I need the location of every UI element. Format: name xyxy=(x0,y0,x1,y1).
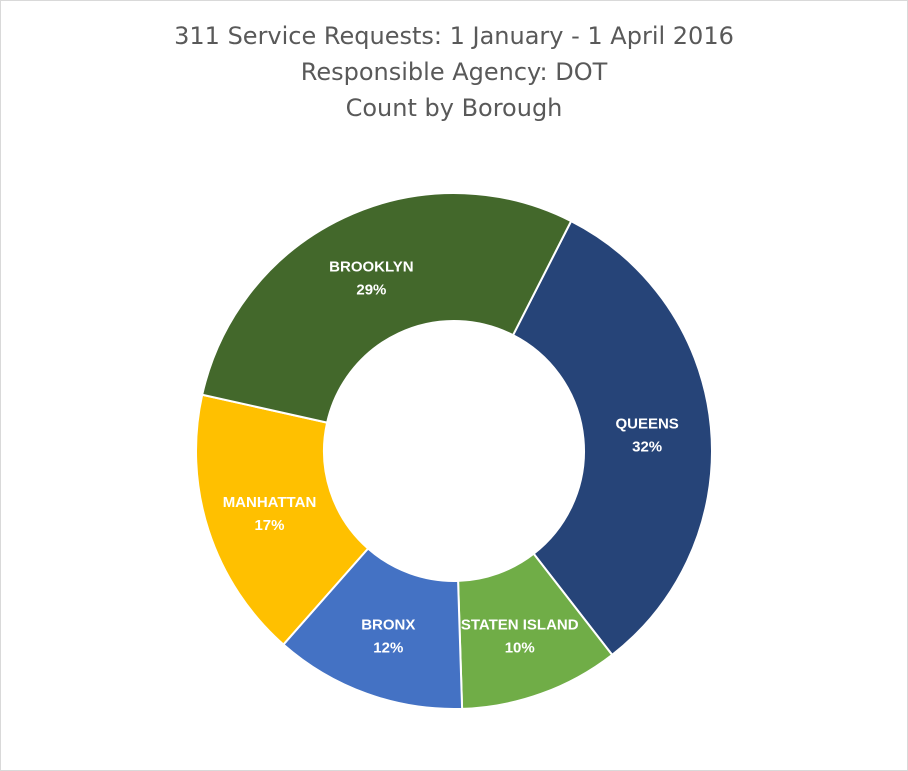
slice-label-brooklyn: BROOKLYN xyxy=(329,258,413,275)
slice-label-manhattan: MANHATTAN xyxy=(223,494,317,511)
chart-title: 311 Service Requests: 1 January - 1 Apri… xyxy=(0,18,908,126)
slice-manhattan xyxy=(195,393,370,646)
chart-title-line-1: 311 Service Requests: 1 January - 1 Apri… xyxy=(174,22,734,50)
slice-value-brooklyn: 29% xyxy=(356,281,386,298)
slice-value-queens: 32% xyxy=(632,439,662,456)
chart-title-line-3: Count by Borough xyxy=(345,94,563,122)
slice-value-manhattan: 17% xyxy=(254,517,284,534)
slice-value-bronx: 12% xyxy=(373,640,403,657)
slice-queens xyxy=(511,219,713,657)
slice-label-staten-island: STATEN ISLAND xyxy=(461,617,579,634)
slice-label-bronx: BRONX xyxy=(361,617,415,634)
slice-value-staten-island: 10% xyxy=(505,640,535,657)
slice-brooklyn xyxy=(201,192,573,424)
chart-title-line-2: Responsible Agency: DOT xyxy=(300,58,608,86)
slice-label-queens: QUEENS xyxy=(615,416,678,433)
